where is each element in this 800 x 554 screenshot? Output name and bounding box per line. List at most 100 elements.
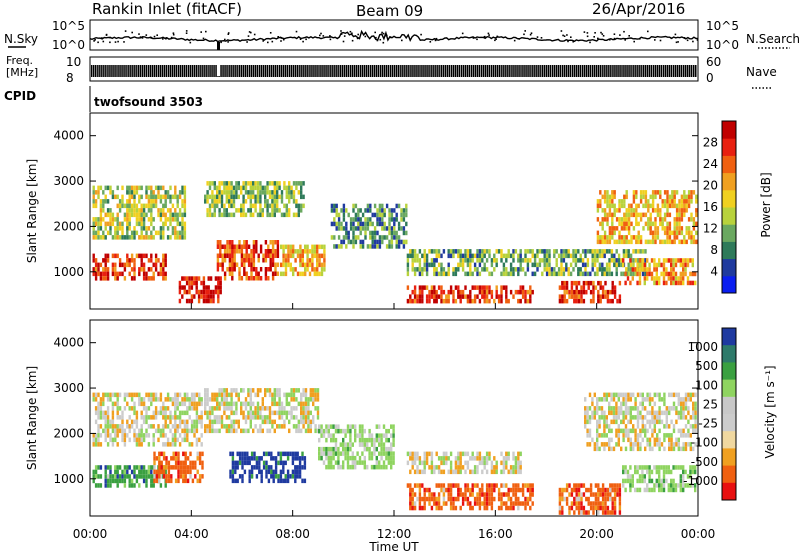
heatmap-cell: [217, 276, 220, 281]
heatmap-cell: [634, 487, 637, 493]
heatmap-cell: [687, 410, 690, 416]
heatmap-cell: [558, 285, 562, 290]
heatmap-cell: [301, 451, 304, 457]
heatmap-cell: [416, 451, 419, 457]
heatmap-cell: [402, 226, 406, 231]
heatmap-cell: [207, 294, 210, 299]
heatmap-cell: [157, 208, 160, 213]
freq-bar: [440, 65, 442, 77]
heatmap-cell: [284, 474, 287, 479]
freq-bar: [293, 65, 295, 77]
heatmap-cell: [638, 478, 642, 484]
heatmap-cell: [231, 253, 234, 258]
heatmap-cell: [309, 419, 312, 425]
freq-bar: [648, 65, 650, 77]
heatmap-cell: [298, 474, 302, 479]
heatmap-cell: [597, 505, 600, 511]
heatmap-cell: [655, 267, 658, 272]
heatmap-cell: [433, 294, 436, 299]
heatmap-cell: [596, 419, 599, 425]
heatmap-cell: [437, 249, 441, 254]
nsearch-dot: [524, 30, 526, 32]
heatmap-cell: [304, 406, 308, 411]
heatmap-cell: [452, 249, 455, 254]
colorbar-tick-label: 500: [695, 359, 718, 373]
heatmap-cell: [457, 492, 460, 497]
heatmap-cell: [219, 253, 222, 258]
heatmap-cell: [376, 230, 379, 236]
heatmap-cell: [636, 267, 639, 272]
heatmap-cell: [601, 226, 604, 231]
heatmap-cell: [248, 478, 251, 484]
heatmap-cell: [606, 221, 609, 227]
heatmap-cell: [259, 388, 262, 393]
freq-bar: [678, 65, 681, 77]
nsearch-dot: [109, 36, 111, 39]
heatmap-cell: [663, 190, 667, 195]
heatmap-cell: [118, 203, 122, 209]
freq-bar: [305, 65, 307, 77]
heatmap-cell: [234, 469, 237, 475]
heatmap-cell: [330, 437, 333, 443]
heatmap-cell: [164, 433, 167, 438]
heatmap-cell: [193, 392, 196, 398]
nsky-panel: 10^5 10^0 N.Sky 10^5 10^0 N.Search: [4, 19, 800, 52]
heatmap-cell: [102, 267, 105, 272]
heatmap-cell: [418, 487, 422, 493]
heatmap-cell: [145, 271, 148, 277]
heatmap-cell: [130, 267, 134, 272]
freq-bar: [268, 65, 271, 77]
heatmap-cell: [332, 424, 335, 429]
heatmap-cell: [568, 289, 571, 295]
heatmap-cell: [485, 456, 489, 461]
heatmap-cell: [658, 437, 661, 443]
heatmap-cell: [615, 415, 618, 420]
heatmap-cell: [459, 258, 462, 263]
heatmap-cell: [249, 410, 252, 416]
heatmap-cell: [140, 262, 143, 268]
heatmap-cell: [536, 262, 539, 268]
heatmap-cell: [454, 456, 458, 461]
heatmap-cell: [254, 194, 257, 200]
heatmap-cell: [452, 469, 455, 475]
heatmap-cell: [133, 208, 136, 213]
heatmap-cell: [292, 388, 296, 393]
nsearch-dot: [356, 37, 359, 40]
heatmap-cell: [370, 455, 374, 461]
heatmap-cell: [130, 190, 134, 195]
heatmap-cell: [663, 226, 667, 231]
heatmap-cell: [694, 392, 697, 398]
heatmap-cell: [330, 451, 333, 456]
heatmap-cell: [587, 501, 590, 506]
heatmap-cell: [423, 456, 426, 461]
heatmap-cell: [256, 388, 260, 393]
heatmap-cell: [361, 212, 365, 218]
heatmap-cell: [631, 276, 634, 281]
heatmap-cell: [604, 510, 607, 515]
heatmap-cell: [366, 442, 369, 447]
heatmap-cell: [318, 271, 321, 277]
heatmap-cell: [575, 483, 578, 488]
freq-bar: [442, 65, 444, 77]
heatmap-cell: [259, 410, 262, 416]
heatmap-cell: [413, 294, 417, 299]
heatmap-cell: [288, 419, 291, 425]
heatmap-cell: [413, 501, 417, 506]
heatmap-cell: [586, 428, 589, 434]
heatmap-cell: [533, 253, 537, 259]
heatmap-cell: [636, 271, 639, 277]
heatmap-cell: [589, 492, 593, 497]
heatmap-cell: [497, 487, 501, 493]
heatmap-cell: [303, 478, 307, 484]
heatmap-cell: [421, 483, 424, 488]
heatmap-cell: [624, 428, 628, 434]
heatmap-cell: [190, 424, 194, 429]
heatmap-cell: [481, 492, 484, 497]
heatmap-cell: [617, 392, 620, 398]
heatmap-cell: [123, 276, 127, 281]
nsearch-dot: [145, 34, 148, 36]
heatmap-cell: [574, 258, 578, 263]
heatmap-cell: [609, 492, 612, 497]
heatmap-cell: [615, 217, 619, 222]
heatmap-cell: [304, 392, 308, 398]
